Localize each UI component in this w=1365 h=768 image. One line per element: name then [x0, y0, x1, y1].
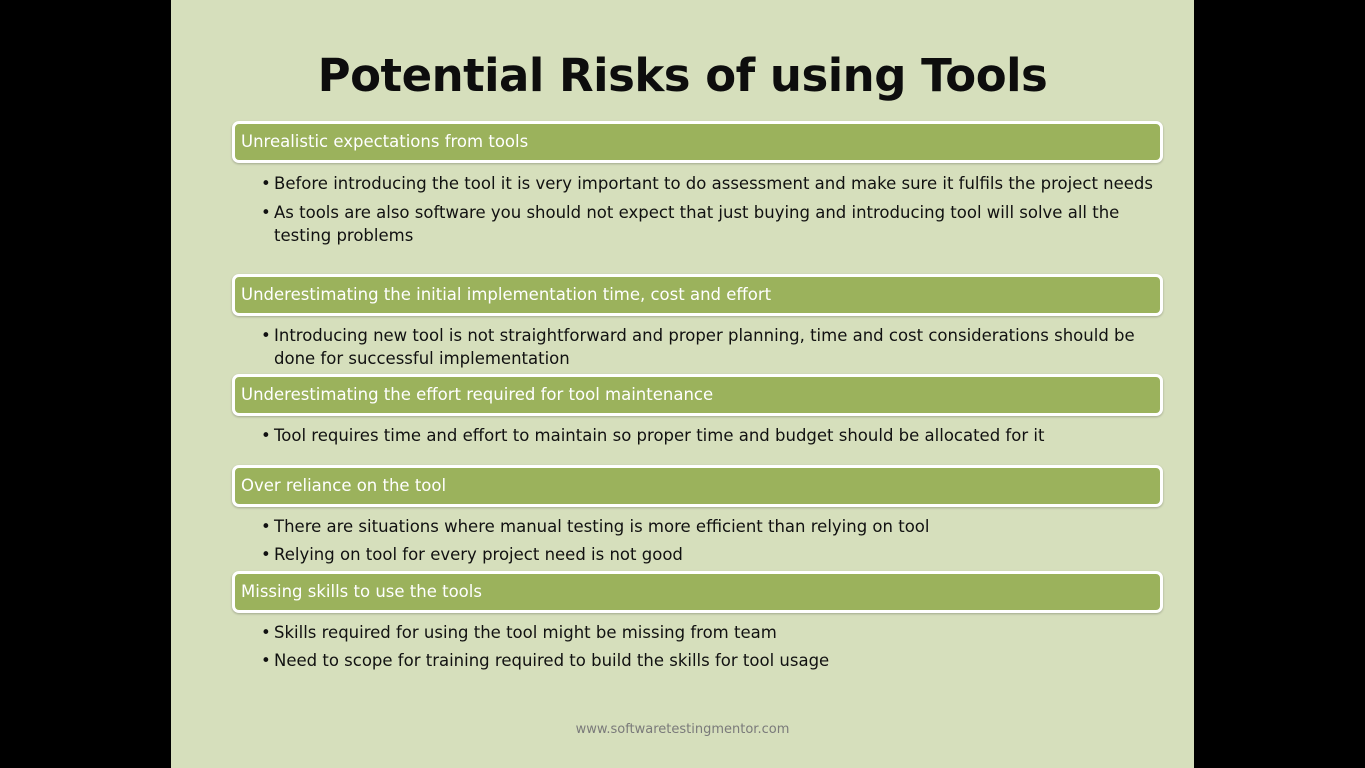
section-heading-tool-maintenance: Underestimating the effort required for … [232, 374, 1163, 416]
bullet-text: As tools are also software you should no… [274, 203, 1120, 245]
bullet-text: Before introducing the tool it is very i… [274, 174, 1153, 193]
bullet-item: • Skills required for using the tool migh… [261, 621, 1161, 644]
slide-title: Potential Risks of using Tools [317, 49, 1048, 102]
bullet-item: • Before introducing the tool it is very … [261, 172, 1161, 195]
bullet-dot: • [261, 517, 271, 536]
bullet-item: • Need to scope for training required to … [261, 649, 1161, 672]
bullet-dot: • [261, 174, 271, 193]
bullet-dot: • [261, 623, 271, 642]
bullet-dot: • [261, 651, 271, 670]
section-heading-unrealistic-expectations: Unrealistic expectations from tools [232, 121, 1163, 163]
bullet-dot: • [261, 426, 271, 445]
section-heading-missing-skills: Missing skills to use the tools [232, 571, 1163, 613]
section-bullets-tool-maintenance: • Tool requires time and effort to mainta… [261, 424, 1161, 453]
slide: Potential Risks of using Tools Unrealist… [171, 0, 1194, 768]
section-bullets-implementation-time: • Introducing new tool is not straightfor… [261, 324, 1161, 376]
bullet-item: • There are situations where manual testi… [261, 515, 1161, 538]
section-bullets-over-reliance: • There are situations where manual testi… [261, 515, 1161, 572]
footer-url: www.softwaretestingmentor.com [575, 722, 790, 737]
bullet-text: Need to scope for training required to b… [274, 651, 830, 670]
section-heading-over-reliance: Over reliance on the tool [232, 465, 1163, 507]
bullet-item: • Introducing new tool is not straightfor… [261, 324, 1161, 370]
bullet-text: Introducing new tool is not straightforw… [274, 326, 1135, 368]
bullet-text: There are situations where manual testin… [274, 517, 930, 536]
bullet-dot: • [261, 326, 271, 345]
section-bullets-unrealistic-expectations: • Before introducing the tool it is very … [261, 172, 1161, 253]
bullet-item: • Tool requires time and effort to mainta… [261, 424, 1161, 447]
section-bullets-missing-skills: • Skills required for using the tool migh… [261, 621, 1161, 678]
bullet-item: • Relying on tool for every project need … [261, 543, 1161, 566]
bullet-item: • As tools are also software you should n… [261, 201, 1161, 247]
bullet-dot: • [261, 545, 271, 564]
bullet-text: Tool requires time and effort to maintai… [274, 426, 1045, 445]
section-heading-implementation-time: Underestimating the initial implementati… [232, 274, 1163, 316]
bullet-text: Skills required for using the tool might… [274, 623, 777, 642]
bullet-dot: • [261, 203, 271, 222]
bullet-text: Relying on tool for every project need i… [274, 545, 683, 564]
